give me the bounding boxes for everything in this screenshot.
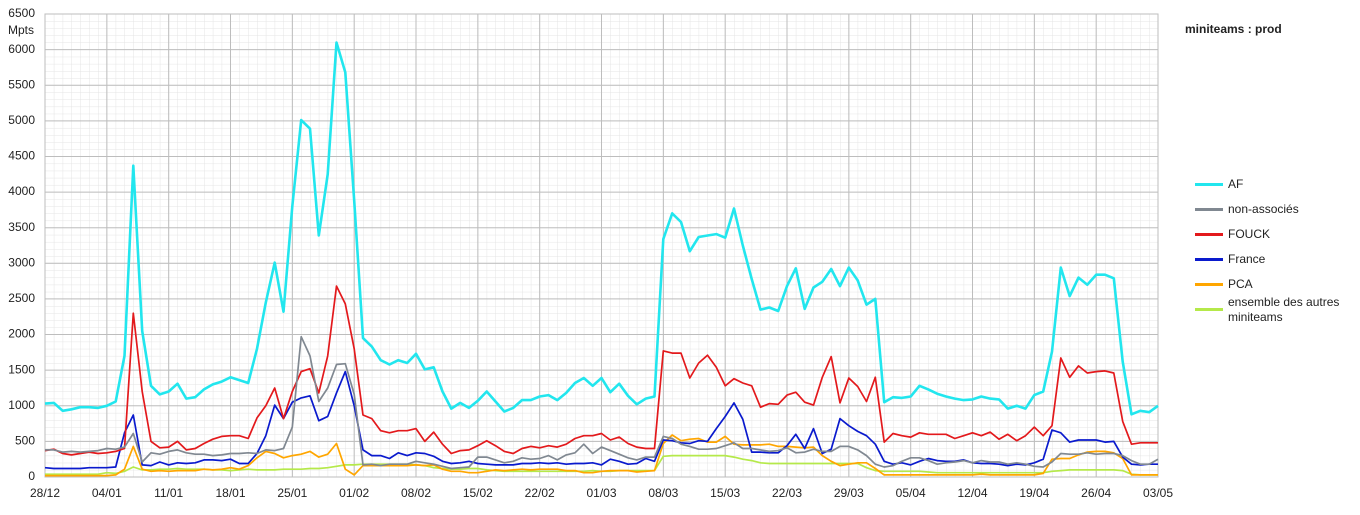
x-tick-label: 22/03: [772, 486, 802, 500]
x-tick-label: 05/04: [896, 486, 926, 500]
legend-label: PCA: [1228, 277, 1253, 291]
legend-item: non-associés: [1195, 197, 1358, 222]
y-tick-label: 3000: [8, 255, 35, 269]
x-tick-label: 15/02: [463, 486, 493, 500]
y-tick-label: 0: [28, 469, 35, 483]
line-series: [44, 41, 1159, 416]
y-tick-label: 3500: [8, 220, 35, 234]
legend-item: FOUCK: [1195, 222, 1358, 247]
x-tick-label: 12/04: [957, 486, 987, 500]
y-tick-label: 2000: [8, 327, 35, 341]
chart-title: miniteams : prod: [1185, 22, 1282, 36]
x-tick-label: 15/03: [710, 486, 740, 500]
legend-item: AF: [1195, 172, 1358, 197]
legend-item: PCA: [1195, 272, 1358, 297]
x-tick-label: 28/12: [30, 486, 60, 500]
legend: AF non-associés FOUCK France PCA ensemble des…: [1195, 172, 1358, 324]
x-tick-label: 26/04: [1081, 486, 1111, 500]
plot-border: [44, 13, 1159, 478]
y-tick-label: 2500: [8, 291, 35, 305]
x-tick-label: 22/02: [525, 486, 555, 500]
x-tick-label: 25/01: [277, 486, 307, 500]
line-series: [45, 434, 1158, 477]
legend-label: AF: [1228, 177, 1244, 191]
legend-swatch: [1195, 308, 1223, 311]
x-tick-label: 03/05: [1143, 486, 1173, 500]
legend-swatch: [1195, 258, 1223, 261]
legend-label: non-associés: [1228, 202, 1299, 216]
x-tick-label: 04/01: [92, 486, 122, 500]
x-tick-label: 01/02: [339, 486, 369, 500]
x-tick-label: 19/04: [1019, 486, 1049, 500]
x-tick-label: 11/01: [154, 486, 183, 500]
x-tick-label: 08/02: [401, 486, 431, 500]
x-tick-label: 08/03: [648, 486, 678, 500]
legend-swatch: [1195, 183, 1223, 186]
y-tick-label: 6500: [8, 6, 35, 20]
legend-swatch: [1195, 283, 1223, 286]
y-tick-label: 1500: [8, 362, 35, 376]
legend-swatch: [1195, 233, 1223, 236]
x-tick-label: 01/03: [586, 486, 616, 500]
x-tick-label: 18/01: [215, 486, 245, 500]
legend-item: ensemble des autres miniteams: [1195, 294, 1358, 324]
legend-swatch: [1195, 208, 1223, 211]
legend-label: FOUCK: [1228, 227, 1270, 241]
line-series: [45, 335, 1159, 470]
y-axis-label: Mpts: [8, 23, 34, 37]
y-tick-label: 1000: [8, 398, 35, 412]
y-tick-label: 5000: [8, 113, 35, 127]
legend-item: France: [1195, 247, 1358, 272]
y-tick-label: 4000: [8, 184, 35, 198]
legend-label: France: [1228, 252, 1266, 266]
y-tick-label: 500: [15, 434, 35, 448]
y-tick-label: 5500: [8, 77, 35, 91]
y-tick-label: 4500: [8, 149, 35, 163]
legend-label: ensemble des autres miniteams: [1228, 294, 1340, 324]
x-tick-label: 29/03: [834, 486, 864, 500]
y-tick-label: 6000: [8, 42, 35, 56]
line-series: [44, 285, 1158, 456]
